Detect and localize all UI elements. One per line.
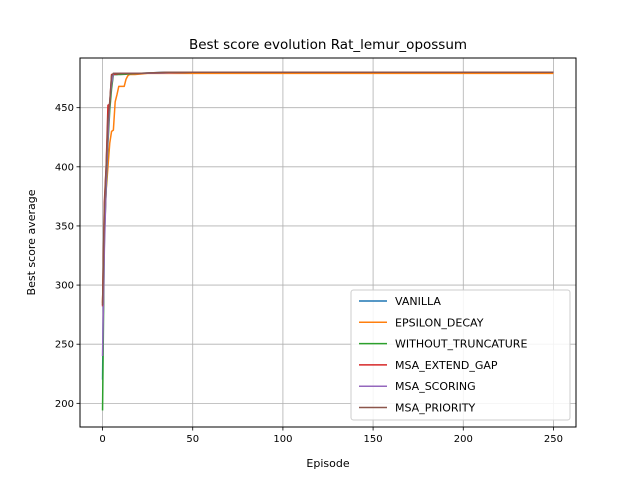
legend-box [350,289,571,421]
legend: VANILLA EPSILON_DECAY WITHOUT_TRUNCATURE MS… [350,289,571,421]
series-lines [101,71,554,411]
y-tick-label: 300 [55,281,74,292]
x-tick-label: 50 [186,434,199,445]
y-tick-label: 450 [55,103,74,114]
legend-label-msa-scoring: MSA_SCORING [395,380,476,393]
y-tick-label: 350 [55,221,74,232]
x-axis-label: Episode [306,457,349,470]
legend-label-vanilla: VANILLA [395,295,441,308]
y-axis-ticks: 200 250 300 350 400 450 [55,103,80,410]
x-tick-label: 150 [364,434,383,445]
x-tick-label: 100 [273,434,292,445]
x-tick-label: 250 [544,434,563,445]
y-tick-label: 400 [55,162,74,173]
y-axis-label: Best score average [25,189,38,295]
legend-label-msa-priority: MSA_PRIORITY [395,402,475,415]
legend-label-epsilon-decay: EPSILON_DECAY [395,316,484,329]
plot-frame [79,57,577,428]
series-line-msa-priority [101,71,554,306]
y-tick-label: 200 [55,399,74,410]
x-tick-label: 0 [99,434,105,445]
legend-label-msa-extend-gap: MSA_EXTEND_GAP [395,359,498,372]
series-line-epsilon-decay [101,72,554,303]
legend-label-without-truncature: WITHOUT_TRUNCATURE [395,338,527,351]
x-tick-label: 200 [454,434,473,445]
chart-title: Best score evolution Rat_lemur_opossum [189,37,467,53]
grid [80,58,576,427]
y-tick-label: 250 [55,340,74,351]
x-axis-ticks: 0 50 100 150 200 250 [99,427,563,445]
